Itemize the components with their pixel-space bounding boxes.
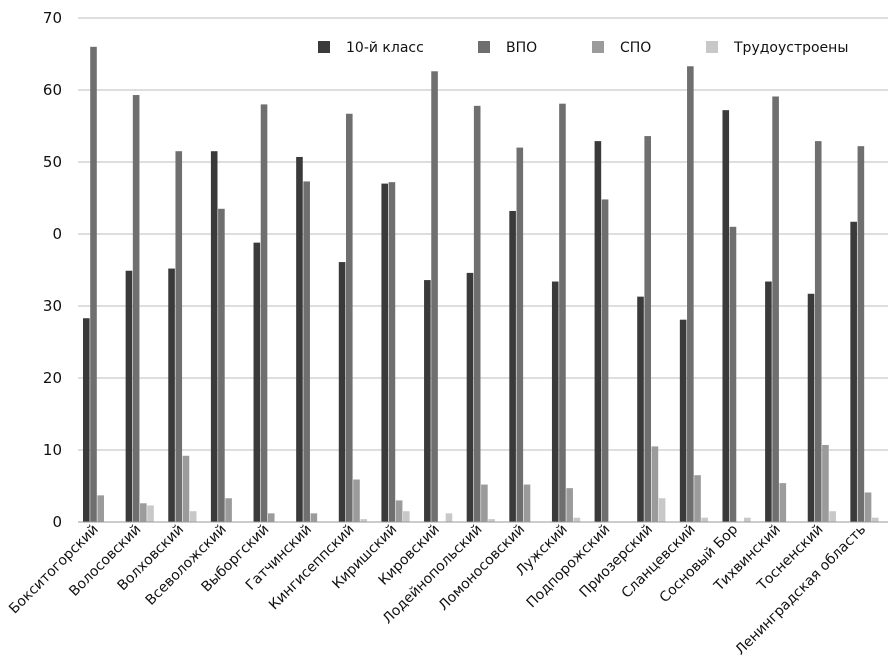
bar xyxy=(744,517,751,522)
bar xyxy=(303,181,310,522)
y-tick-label: 0 xyxy=(52,513,62,531)
bar xyxy=(260,104,268,523)
legend-label: 10-й класс xyxy=(346,40,424,56)
x-axis: БокситогорскийВолосовскийВолховскийВсево… xyxy=(6,521,869,658)
bar xyxy=(466,272,474,522)
bar xyxy=(594,141,602,522)
bar xyxy=(168,268,175,522)
bar xyxy=(360,519,367,522)
bar xyxy=(132,95,140,522)
bar xyxy=(97,495,104,522)
x-tick-label: Приозерский xyxy=(577,522,656,601)
bar xyxy=(403,511,410,522)
bar xyxy=(722,110,730,522)
x-tick-label: Сосновый Бор xyxy=(657,521,742,606)
bar xyxy=(388,182,396,522)
bar xyxy=(701,517,709,522)
bar xyxy=(601,199,609,522)
bar xyxy=(381,183,389,522)
x-tick-label: Сланцевский xyxy=(619,522,699,602)
bar xyxy=(225,498,232,522)
bar xyxy=(822,444,829,522)
bar xyxy=(779,483,787,522)
bar xyxy=(445,513,453,522)
bar xyxy=(829,511,836,522)
y-tick-label: 50 xyxy=(43,153,62,171)
bar xyxy=(658,498,666,522)
bar xyxy=(182,455,190,522)
bar xyxy=(296,156,303,522)
bar xyxy=(488,519,495,522)
bar xyxy=(871,517,879,522)
bar xyxy=(353,479,360,522)
legend: 10-й класс ВПО СПО Трудоустроены xyxy=(318,40,848,56)
bar xyxy=(765,281,772,522)
bar xyxy=(551,281,559,522)
legend-swatch xyxy=(592,41,604,53)
bars xyxy=(83,46,879,523)
bar xyxy=(566,488,573,522)
bar xyxy=(431,71,438,522)
bar xyxy=(481,484,488,522)
y-tick-label: 10 xyxy=(43,441,62,459)
legend-swatch xyxy=(318,41,330,53)
bar xyxy=(424,280,431,522)
legend-label: ВПО xyxy=(506,40,537,56)
bar xyxy=(267,513,275,522)
legend-label: Трудоустроены xyxy=(733,40,848,56)
bar xyxy=(210,151,218,522)
bar xyxy=(338,262,346,522)
bar xyxy=(473,105,481,522)
bar xyxy=(310,513,318,522)
bar xyxy=(857,146,865,522)
bar xyxy=(140,503,147,522)
bar xyxy=(814,141,822,522)
y-tick-label: 60 xyxy=(43,81,62,99)
bar xyxy=(516,147,524,522)
bar xyxy=(850,221,857,522)
y-tick-label: 20 xyxy=(43,369,62,387)
bar xyxy=(559,103,566,523)
legend-swatch xyxy=(478,41,490,53)
legend-swatch xyxy=(706,41,718,53)
bar xyxy=(175,151,183,522)
bar xyxy=(694,475,701,522)
bar xyxy=(509,210,516,522)
bar xyxy=(253,242,261,522)
bar xyxy=(644,136,652,522)
y-tick-label: 0 xyxy=(52,225,62,243)
y-tick-label: 30 xyxy=(43,297,62,315)
legend-label: СПО xyxy=(620,40,651,56)
bar xyxy=(573,517,581,522)
y-axis: 0 10 20 30 0 50 60 70 xyxy=(43,9,62,531)
bar xyxy=(218,208,225,523)
bar xyxy=(147,505,154,522)
bar xyxy=(679,319,687,522)
bar xyxy=(189,511,197,522)
bar xyxy=(83,318,90,522)
bar xyxy=(125,270,133,522)
bar xyxy=(772,96,779,522)
bar xyxy=(729,226,737,523)
y-tick-label: 70 xyxy=(43,9,62,27)
bar xyxy=(523,484,531,522)
bar xyxy=(637,296,644,522)
bar xyxy=(395,500,403,522)
bar xyxy=(864,492,872,522)
bar xyxy=(687,66,694,523)
bar xyxy=(807,293,815,522)
bar xyxy=(90,46,97,523)
bar xyxy=(345,113,353,522)
bar xyxy=(651,446,659,522)
